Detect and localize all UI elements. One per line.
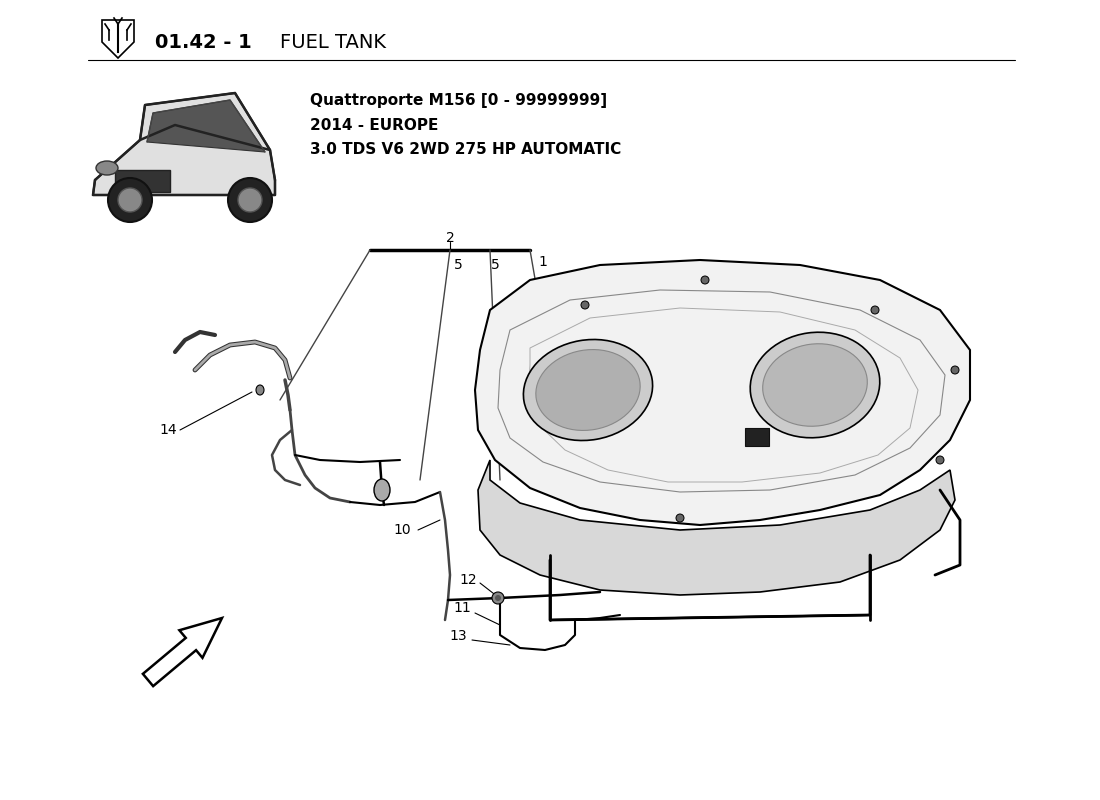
Text: 3.0 TDS V6 2WD 275 HP AUTOMATIC: 3.0 TDS V6 2WD 275 HP AUTOMATIC	[310, 142, 622, 158]
Text: 12: 12	[459, 573, 476, 587]
Ellipse shape	[96, 161, 118, 175]
Circle shape	[701, 276, 710, 284]
Circle shape	[108, 178, 152, 222]
Ellipse shape	[750, 332, 880, 438]
Polygon shape	[94, 93, 275, 195]
Circle shape	[492, 592, 504, 604]
Text: 1: 1	[539, 255, 548, 269]
Text: 10: 10	[393, 523, 410, 537]
Text: 5: 5	[491, 258, 499, 272]
Polygon shape	[475, 260, 970, 525]
Text: 2014 - EUROPE: 2014 - EUROPE	[310, 118, 439, 133]
Text: 5: 5	[453, 258, 462, 272]
Circle shape	[118, 188, 142, 212]
Polygon shape	[147, 100, 265, 152]
Ellipse shape	[524, 339, 652, 441]
Text: 2: 2	[446, 231, 454, 245]
Circle shape	[952, 366, 959, 374]
Ellipse shape	[256, 385, 264, 395]
Polygon shape	[478, 460, 955, 595]
Text: 14: 14	[160, 423, 177, 437]
Bar	[745, 428, 769, 446]
Text: FUEL TANK: FUEL TANK	[280, 33, 386, 51]
Ellipse shape	[374, 479, 390, 501]
Ellipse shape	[762, 344, 867, 426]
Circle shape	[228, 178, 272, 222]
Circle shape	[936, 456, 944, 464]
Text: 13: 13	[449, 629, 466, 643]
Circle shape	[495, 595, 500, 601]
Circle shape	[238, 188, 262, 212]
Text: 11: 11	[453, 601, 471, 615]
Text: Quattroporte M156 [0 - 99999999]: Quattroporte M156 [0 - 99999999]	[310, 93, 607, 107]
Circle shape	[676, 514, 684, 522]
Circle shape	[581, 301, 589, 309]
Polygon shape	[143, 618, 222, 686]
Ellipse shape	[536, 350, 640, 430]
Bar	[116, 170, 170, 192]
Text: 01.42 - 1: 01.42 - 1	[155, 33, 252, 51]
Circle shape	[871, 306, 879, 314]
